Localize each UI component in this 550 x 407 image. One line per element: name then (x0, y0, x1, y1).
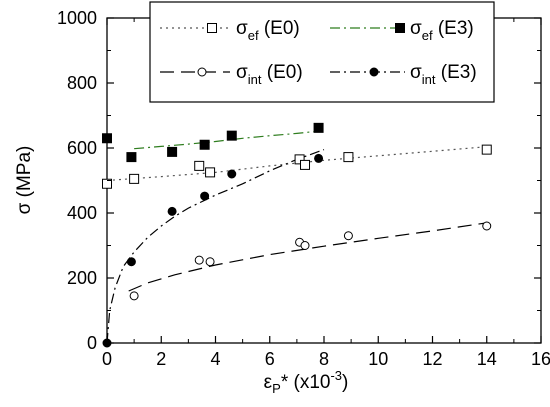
legend-marker-int_e0 (197, 67, 207, 77)
x-axis-ticks: 0 2 4 6 8 10 12 14 16 (102, 18, 550, 369)
data-point-ef_e0 (205, 167, 216, 178)
fit-curve-ef_e3 (134, 130, 319, 150)
data-point-ef_e3 (102, 133, 112, 144)
data-point-ef_e0 (300, 159, 311, 170)
data-point-ef_e3 (226, 130, 237, 141)
legend-label-ef_e3: σef (E3) (410, 18, 474, 43)
x-tick-label: 0 (102, 349, 112, 369)
x-tick-label: 6 (265, 349, 275, 369)
legend-label-int_e3: σint (E3) (410, 62, 477, 87)
data-point-int_e0 (194, 255, 204, 265)
data-point-int_e0 (129, 291, 139, 301)
fit-curve-int_e3 (106, 149, 325, 344)
data-point-int_e3 (200, 191, 210, 201)
y-tick-label: 600 (67, 138, 97, 158)
legend-box (149, 1, 495, 103)
y-tick-label: 800 (67, 73, 97, 93)
legend: σef (E0) σef (E3) σint (E0) σint (E3) (149, 1, 495, 103)
legend-label-ef_e0: σef (E0) (236, 18, 300, 43)
y-tick-label: 0 (87, 333, 97, 353)
data-point-int_e3 (314, 153, 324, 163)
y-tick-label: 1000 (57, 8, 97, 28)
data-point-ef_e3 (199, 139, 210, 150)
data-point-ef_e3 (167, 146, 178, 157)
y-axis-title: σ (MPa) (14, 146, 35, 215)
data-point-int_e0 (300, 241, 310, 250)
data-point-int_e3 (167, 206, 177, 216)
y-axis-ticks: 0 200 400 600 800 1000 (57, 8, 541, 353)
legend-marker-ef_e3 (395, 23, 405, 33)
fit-curve-int_e0 (128, 222, 487, 292)
y-tick-label: 200 (67, 268, 97, 288)
x-tick-label: 4 (210, 349, 220, 369)
legend-label-int_e0: σint (E0) (236, 62, 303, 87)
x-tick-label: 2 (156, 349, 166, 369)
data-point-ef_e0 (481, 144, 492, 155)
x-tick-label: 8 (319, 349, 329, 369)
data-point-int_e0 (343, 231, 353, 241)
x-tick-label: 14 (477, 349, 497, 369)
data-point-int_e3 (227, 169, 237, 179)
data-point-int_e0 (482, 221, 492, 231)
data-point-ef_e0 (102, 178, 112, 189)
data-point-ef_e0 (343, 152, 354, 163)
x-tick-label: 10 (368, 349, 388, 369)
legend-marker-ef_e0 (207, 23, 217, 33)
x-tick-label: 12 (422, 349, 442, 369)
y-tick-label: 400 (67, 203, 97, 223)
data-point-ef_e3 (313, 122, 324, 133)
x-axis-title: εP* (x10-3) (264, 368, 349, 396)
data-point-ef_e0 (294, 154, 305, 165)
data-point-int_e3 (126, 257, 136, 267)
legend-marker-int_e3 (369, 67, 379, 77)
data-point-ef_e0 (129, 173, 140, 184)
data-point-ef_e3 (126, 152, 137, 163)
data-point-ef_e0 (194, 160, 205, 171)
x-tick-label: 16 (531, 349, 550, 369)
data-point-int_e0 (205, 257, 215, 267)
data-points (102, 122, 492, 348)
